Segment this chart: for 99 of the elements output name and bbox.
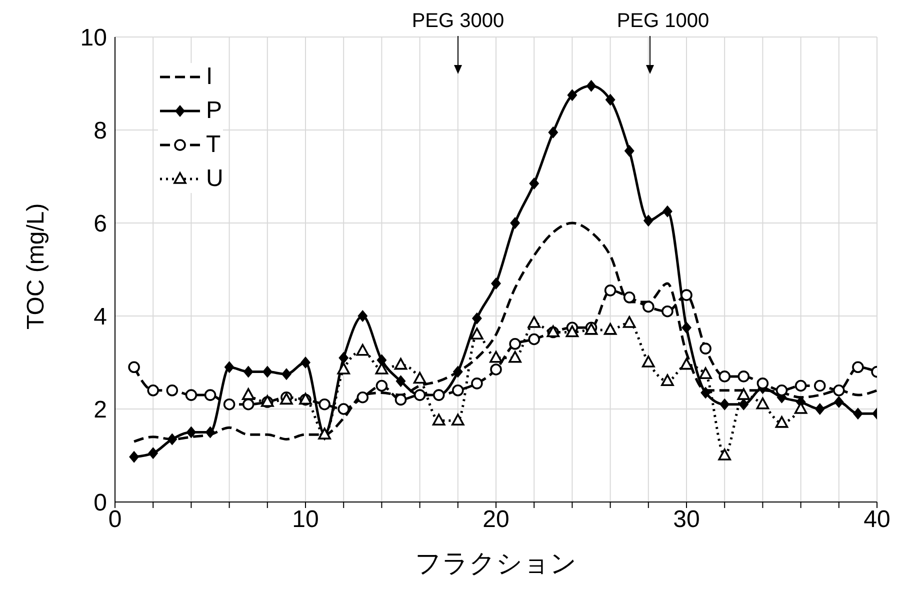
- legend-label: T: [206, 131, 221, 159]
- y-tick-label: 2: [94, 396, 107, 424]
- point: [548, 126, 558, 138]
- point: [413, 372, 426, 384]
- point: [623, 292, 636, 304]
- x-tick-label: 20: [482, 506, 510, 534]
- point: [718, 448, 731, 460]
- point: [776, 384, 788, 396]
- x-tick-label: 10: [292, 506, 319, 534]
- point: [775, 416, 788, 428]
- point: [508, 350, 522, 363]
- point: [147, 384, 159, 396]
- point: [567, 89, 578, 102]
- point: [394, 394, 407, 406]
- point: [242, 388, 255, 400]
- point: [643, 214, 654, 227]
- point: [720, 398, 730, 410]
- point: [337, 362, 350, 374]
- point: [128, 361, 140, 374]
- point: [738, 370, 750, 382]
- point: [642, 300, 654, 313]
- point: [529, 177, 540, 190]
- point: [852, 408, 863, 420]
- point: [605, 94, 616, 106]
- point: [586, 80, 596, 92]
- point: [682, 322, 692, 334]
- point: [396, 375, 406, 388]
- point: [358, 310, 368, 322]
- point: [186, 426, 196, 438]
- point: [814, 380, 826, 392]
- point: [281, 368, 292, 380]
- point: [662, 205, 672, 218]
- point: [509, 338, 521, 350]
- point: [470, 328, 484, 340]
- point: [528, 316, 540, 328]
- y-tick-label: 8: [94, 118, 107, 145]
- point: [490, 350, 502, 363]
- point: [300, 356, 310, 368]
- point: [452, 414, 464, 426]
- y-axis-title: TOC (mg/L): [22, 203, 50, 330]
- point: [624, 144, 634, 157]
- point: [166, 384, 178, 396]
- point: [699, 367, 712, 380]
- x-axis-title: フラクション: [415, 548, 577, 578]
- point: [205, 426, 216, 438]
- point: [604, 323, 617, 335]
- point: [375, 362, 388, 374]
- point: [834, 396, 844, 408]
- point: [262, 366, 272, 378]
- point: [432, 414, 446, 426]
- point: [680, 289, 692, 301]
- point: [185, 389, 198, 401]
- point: [604, 284, 616, 296]
- x-tick-label: 40: [864, 506, 890, 534]
- point: [472, 312, 482, 324]
- legend-label: U: [206, 165, 224, 193]
- point: [680, 358, 693, 370]
- point: [566, 325, 579, 338]
- point: [318, 398, 330, 410]
- point: [223, 398, 236, 410]
- point: [204, 389, 216, 401]
- point: [700, 342, 712, 354]
- point: [852, 361, 864, 374]
- point: [756, 397, 770, 410]
- point: [452, 366, 463, 378]
- point: [338, 403, 350, 415]
- point: [356, 344, 370, 356]
- point: [129, 450, 140, 463]
- point: [661, 374, 674, 386]
- y-tick-label: 10: [80, 24, 107, 52]
- point: [394, 358, 408, 370]
- point: [471, 378, 483, 390]
- point: [662, 305, 674, 318]
- point: [794, 380, 807, 392]
- point: [490, 364, 502, 376]
- point: [510, 217, 520, 229]
- point: [167, 433, 178, 446]
- y-tick-label: 6: [94, 210, 107, 238]
- y-tick-label: 4: [94, 304, 107, 331]
- point: [224, 361, 234, 374]
- point: [376, 380, 388, 392]
- point: [718, 370, 730, 382]
- point: [243, 366, 254, 378]
- point: [814, 403, 825, 415]
- point: [642, 356, 655, 368]
- point: [622, 316, 636, 328]
- point: [148, 447, 158, 460]
- point: [737, 388, 750, 400]
- text: PEG 3000: [410, 10, 506, 33]
- point: [338, 352, 349, 364]
- point: [356, 391, 369, 404]
- point: [528, 333, 540, 346]
- point: [491, 277, 501, 290]
- legend-label: I: [206, 63, 213, 91]
- text: PEG 1000: [616, 10, 710, 33]
- x-tick-label: 30: [673, 506, 700, 534]
- point: [452, 384, 464, 396]
- point: [700, 386, 711, 399]
- legend-label: P: [206, 97, 222, 125]
